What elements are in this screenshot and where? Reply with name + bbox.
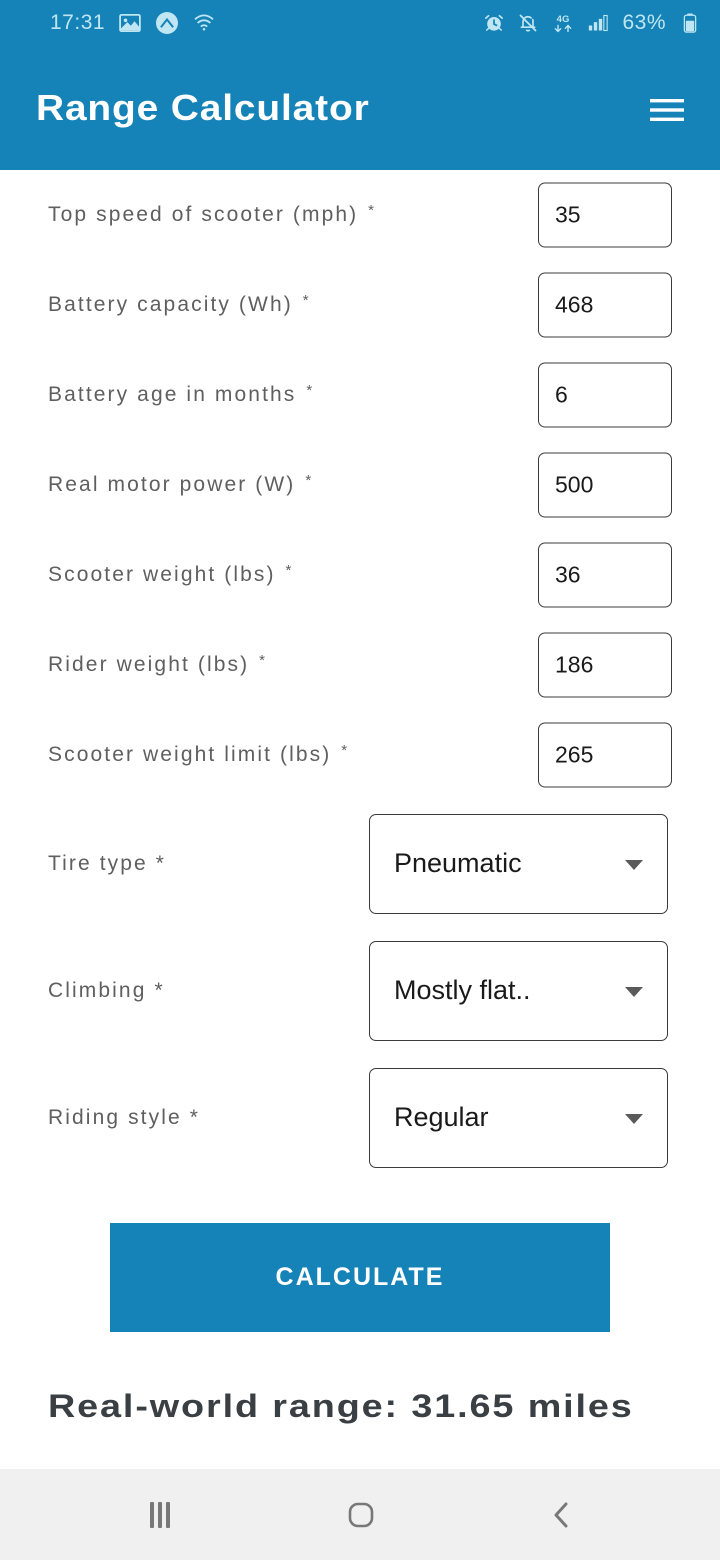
svg-text:4G: 4G [557, 14, 570, 25]
